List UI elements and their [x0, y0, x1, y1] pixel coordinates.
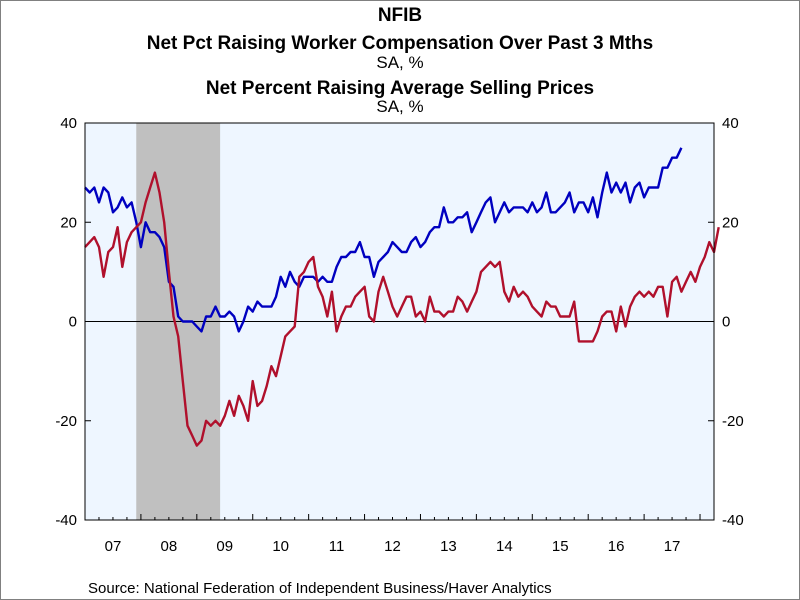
plot-border: [84, 122, 715, 521]
source-note: Source: National Federation of Independe…: [88, 580, 552, 597]
y-tick-label-left: 0: [69, 314, 77, 331]
plot-area: -40 -40 -20 -20 0 0 20 20 40 40 07 08 09 10 11 12 13 14 15…: [55, 115, 743, 555]
y-tick-label-right: 20: [722, 214, 739, 231]
series-1-unit: SA, %: [376, 53, 423, 72]
x-tick-label: 14: [496, 538, 513, 555]
x-tick-label: 12: [384, 538, 401, 555]
x-tick-label: 10: [272, 538, 289, 555]
y-tick-label-right: -20: [722, 413, 744, 430]
y-tick-label-right: -40: [722, 512, 744, 529]
chart-title: NFIB: [378, 5, 422, 26]
x-tick-label: 08: [161, 538, 178, 555]
series-1-title: Net Pct Raising Worker Compensation Over…: [147, 33, 653, 54]
series-2-title: Net Percent Raising Average Selling Pric…: [206, 78, 594, 99]
y-tick-label-left: 20: [60, 214, 77, 231]
x-tick-label: 09: [216, 538, 233, 555]
x-tick-label: 16: [608, 538, 625, 555]
y-tick-label-left: -20: [55, 413, 77, 430]
y-tick-label-left: -40: [55, 512, 77, 529]
y-tick-label-right: 0: [722, 314, 730, 331]
x-tick-label: 17: [664, 538, 681, 555]
y-tick-label-left: 40: [60, 115, 77, 132]
x-tick-label: 13: [440, 538, 457, 555]
x-tick-label: 07: [105, 538, 122, 555]
series-2-unit: SA, %: [376, 97, 423, 116]
x-tick-label: 11: [329, 538, 345, 555]
x-tick-label: 15: [552, 538, 569, 555]
series-line-1: [84, 147, 683, 333]
y-tick-label-right: 40: [722, 115, 739, 132]
series-line-2: [84, 171, 720, 447]
